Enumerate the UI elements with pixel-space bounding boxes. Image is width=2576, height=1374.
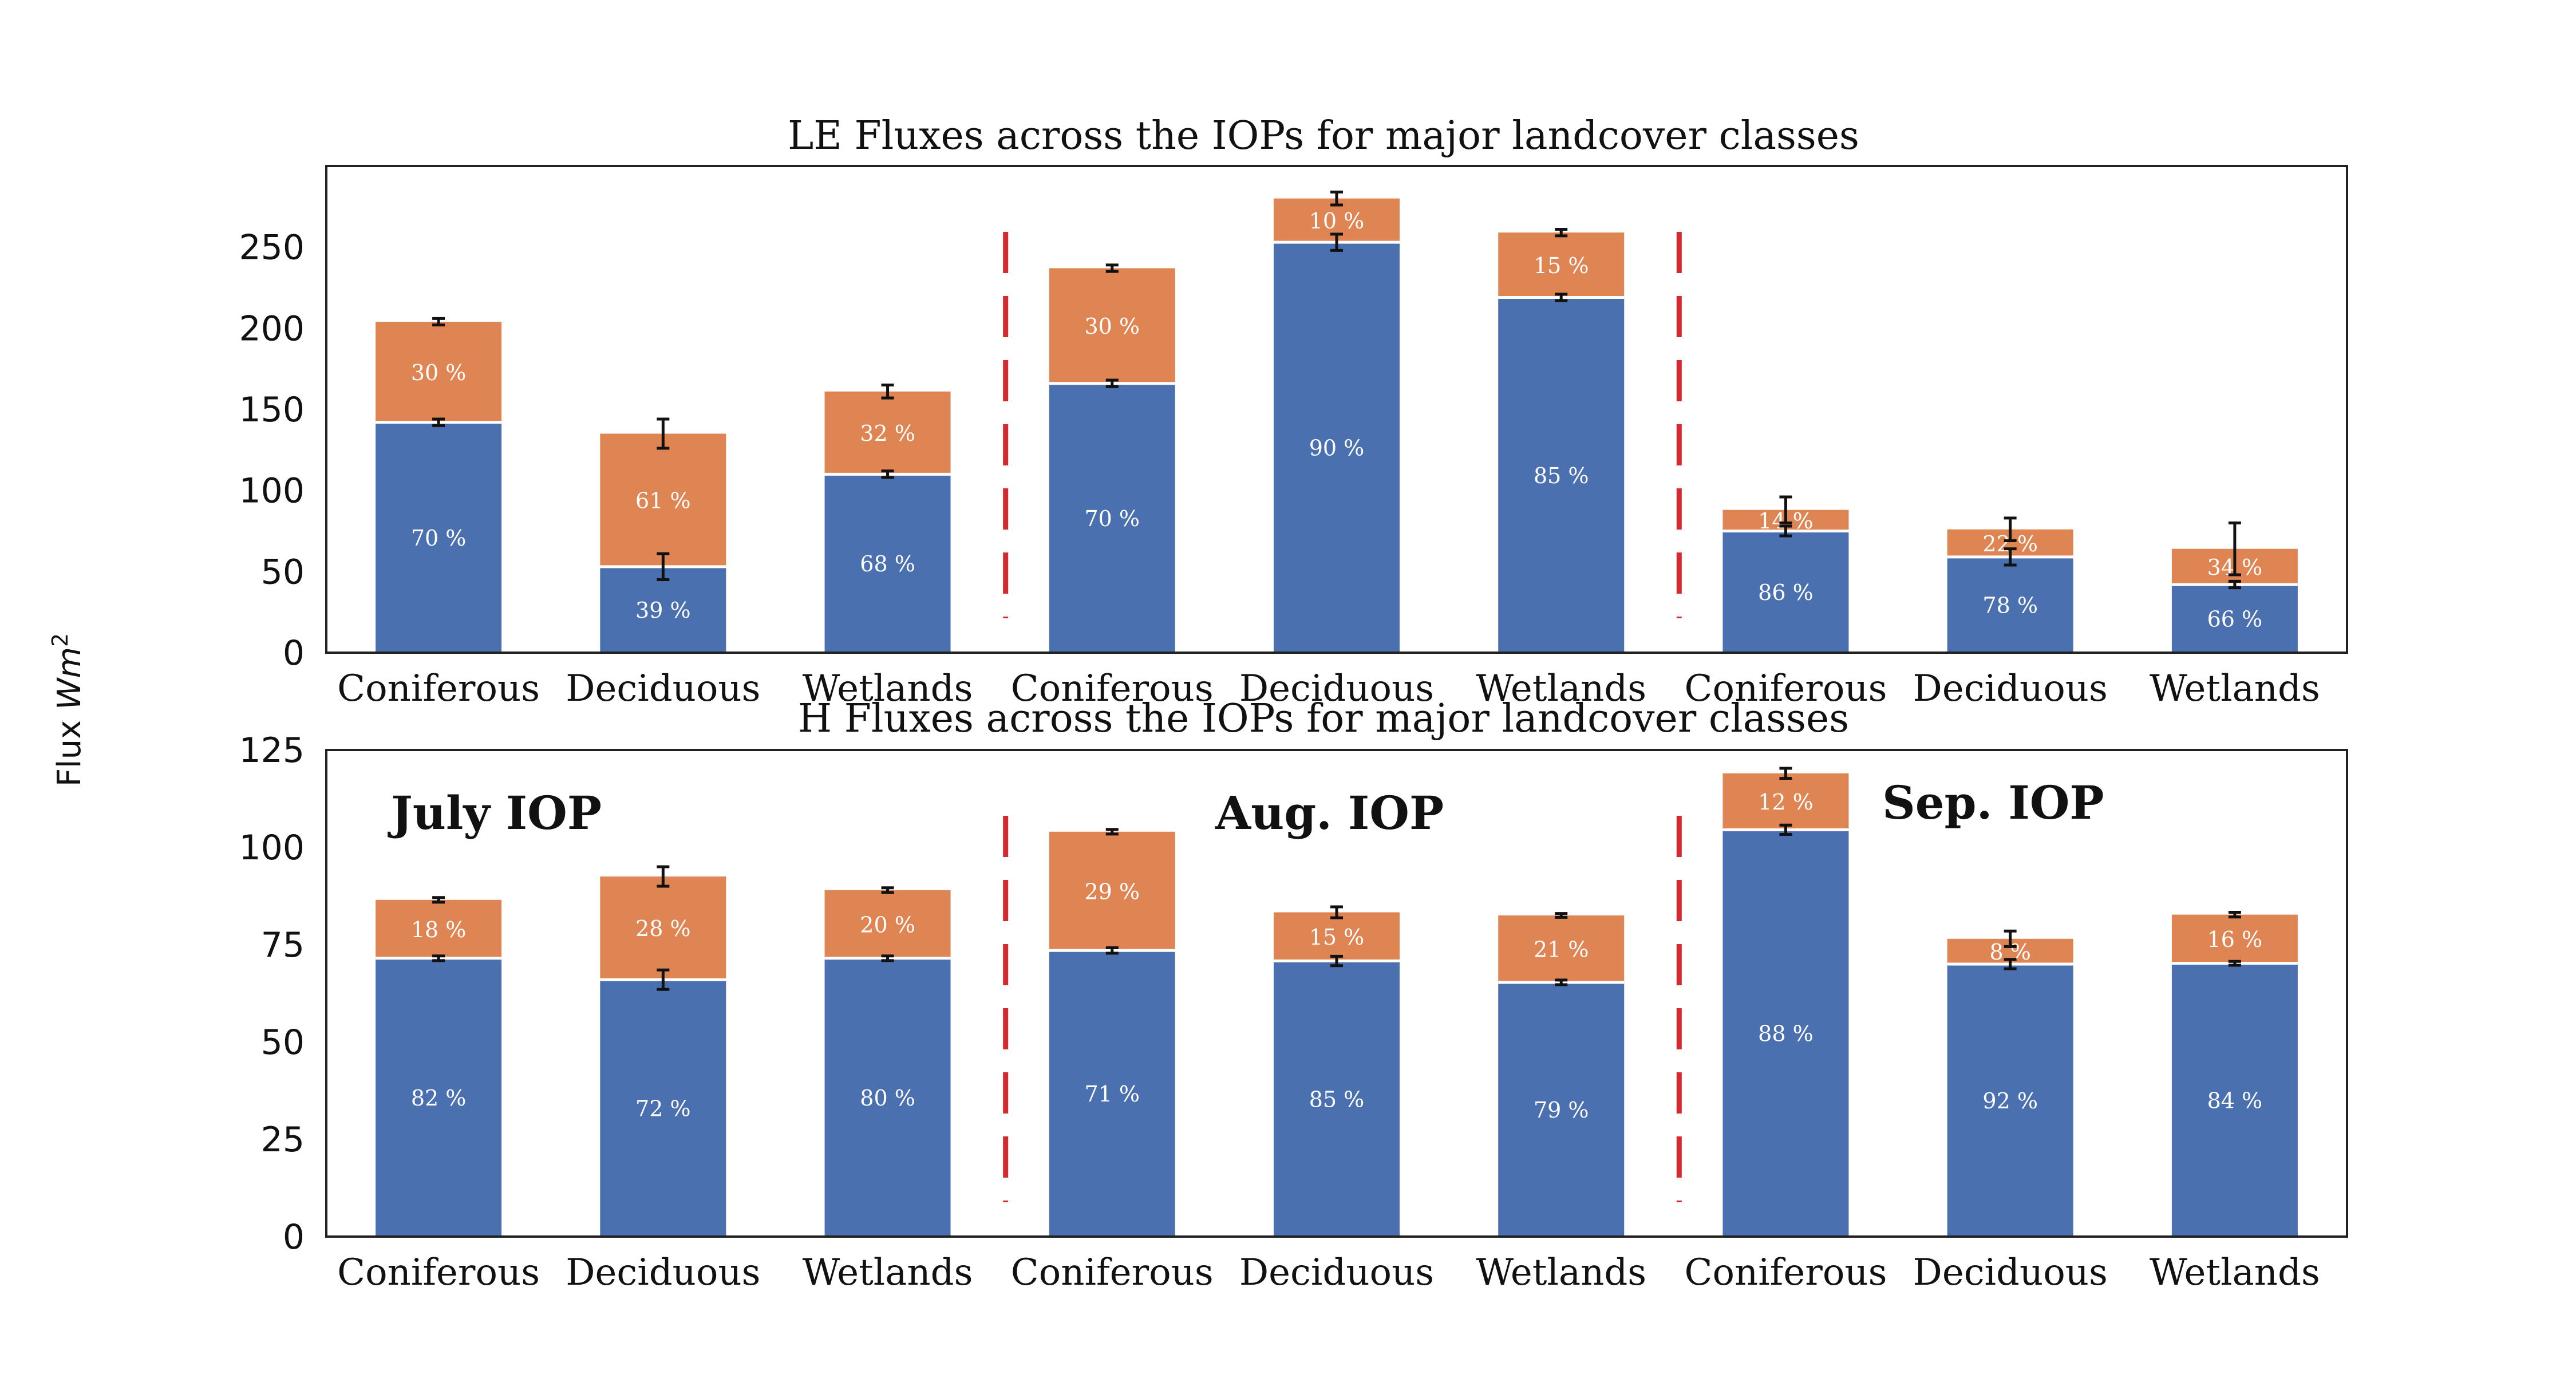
h-pct-label-lower: 84 % bbox=[2207, 1088, 2263, 1113]
le-pct-label-lower: 66 % bbox=[2207, 607, 2263, 632]
le-pct-label-lower: 85 % bbox=[1534, 463, 1589, 488]
h-x-tick-label: Wetlands bbox=[1476, 1251, 1646, 1294]
h-y-tick-label: 125 bbox=[239, 731, 305, 771]
h-chart-title: H Fluxes across the IOPs for major landc… bbox=[798, 696, 1849, 741]
h-pct-label-lower: 71 % bbox=[1085, 1081, 1140, 1107]
le-pct-label-lower: 78 % bbox=[1982, 593, 2038, 618]
le-pct-label-lower: 70 % bbox=[411, 526, 467, 551]
iop-annotation: Aug. IOP bbox=[1215, 786, 1444, 840]
le-y-tick-label: 200 bbox=[239, 309, 305, 349]
le-pct-label-upper: 15 % bbox=[1534, 253, 1589, 278]
h-x-tick-label: Wetlands bbox=[2150, 1251, 2320, 1294]
h-x-tick-label: Deciduous bbox=[1913, 1251, 2108, 1294]
h-y-tick-label: 75 bbox=[261, 925, 305, 965]
h-x-tick-label: Deciduous bbox=[1239, 1251, 1434, 1294]
h-y-tick-label: 0 bbox=[283, 1217, 305, 1257]
le-pct-label-upper: 30 % bbox=[411, 360, 467, 385]
h-pct-label-lower: 79 % bbox=[1534, 1097, 1589, 1123]
h-x-tick-label: Coniferous bbox=[1011, 1251, 1214, 1294]
y-axis-label-text: Flux bbox=[51, 720, 88, 787]
h-pct-label-upper: 18 % bbox=[411, 917, 467, 942]
h-pct-label-upper: 28 % bbox=[635, 916, 691, 941]
le-pct-label-upper: 10 % bbox=[1309, 208, 1365, 234]
h-y-tick-label: 100 bbox=[239, 828, 305, 868]
le-chart-title: LE Fluxes across the IOPs for major land… bbox=[788, 113, 1859, 159]
le-x-tick-label: Deciduous bbox=[566, 668, 760, 710]
h-x-tick-label: Coniferous bbox=[337, 1251, 540, 1294]
h-pct-label-upper: 12 % bbox=[1758, 789, 1814, 815]
h-pct-label-lower: 82 % bbox=[411, 1085, 467, 1111]
h-pct-label-lower: 92 % bbox=[1982, 1088, 2038, 1114]
h-y-tick-label: 25 bbox=[261, 1120, 305, 1160]
le-y-tick-label: 0 bbox=[283, 633, 305, 673]
le-pct-label-upper: 32 % bbox=[860, 421, 915, 446]
le-y-tick-label: 250 bbox=[239, 228, 305, 268]
y-axis-label: Flux Wm2 bbox=[48, 633, 88, 787]
le-pct-label-lower: 90 % bbox=[1309, 436, 1365, 461]
le-x-tick-label: Wetlands bbox=[2150, 668, 2320, 710]
le-pct-label-lower: 86 % bbox=[1758, 580, 1814, 605]
le-pct-label-upper: 30 % bbox=[1085, 314, 1140, 339]
le-x-tick-label: Deciduous bbox=[1913, 668, 2108, 710]
h-pct-label-lower: 85 % bbox=[1309, 1087, 1365, 1112]
le-pct-label-lower: 68 % bbox=[860, 551, 915, 577]
le-x-tick-label: Coniferous bbox=[337, 668, 540, 710]
h-pct-label-upper: 20 % bbox=[860, 912, 915, 937]
h-pct-label-upper: 15 % bbox=[1309, 925, 1365, 950]
le-y-tick-label: 50 bbox=[261, 552, 305, 592]
le-pct-label-lower: 70 % bbox=[1085, 506, 1140, 531]
h-pct-label-lower: 88 % bbox=[1758, 1021, 1814, 1047]
iop-annotation: July IOP bbox=[388, 786, 602, 840]
h-y-tick-label: 50 bbox=[261, 1022, 305, 1063]
le-pct-label-upper: 61 % bbox=[635, 488, 691, 514]
h-pct-label-upper: 21 % bbox=[1534, 937, 1589, 962]
h-x-tick-label: Deciduous bbox=[566, 1251, 760, 1294]
h-pct-label-lower: 80 % bbox=[860, 1085, 915, 1111]
le-y-tick-label: 100 bbox=[239, 471, 305, 511]
h-pct-label-lower: 72 % bbox=[635, 1096, 691, 1122]
iop-annotation: Sep. IOP bbox=[1882, 776, 2104, 830]
h-x-tick-label: Coniferous bbox=[1684, 1251, 1887, 1294]
h-pct-label-upper: 16 % bbox=[2207, 927, 2263, 952]
le-pct-label-lower: 39 % bbox=[635, 598, 691, 623]
y-axis-label-exponent: 2 bbox=[48, 633, 73, 647]
le-y-tick-label: 150 bbox=[239, 390, 305, 430]
h-pct-label-upper: 29 % bbox=[1085, 879, 1140, 905]
h-x-tick-label: Wetlands bbox=[803, 1251, 973, 1294]
y-axis-label-unit: Wm bbox=[51, 647, 88, 710]
